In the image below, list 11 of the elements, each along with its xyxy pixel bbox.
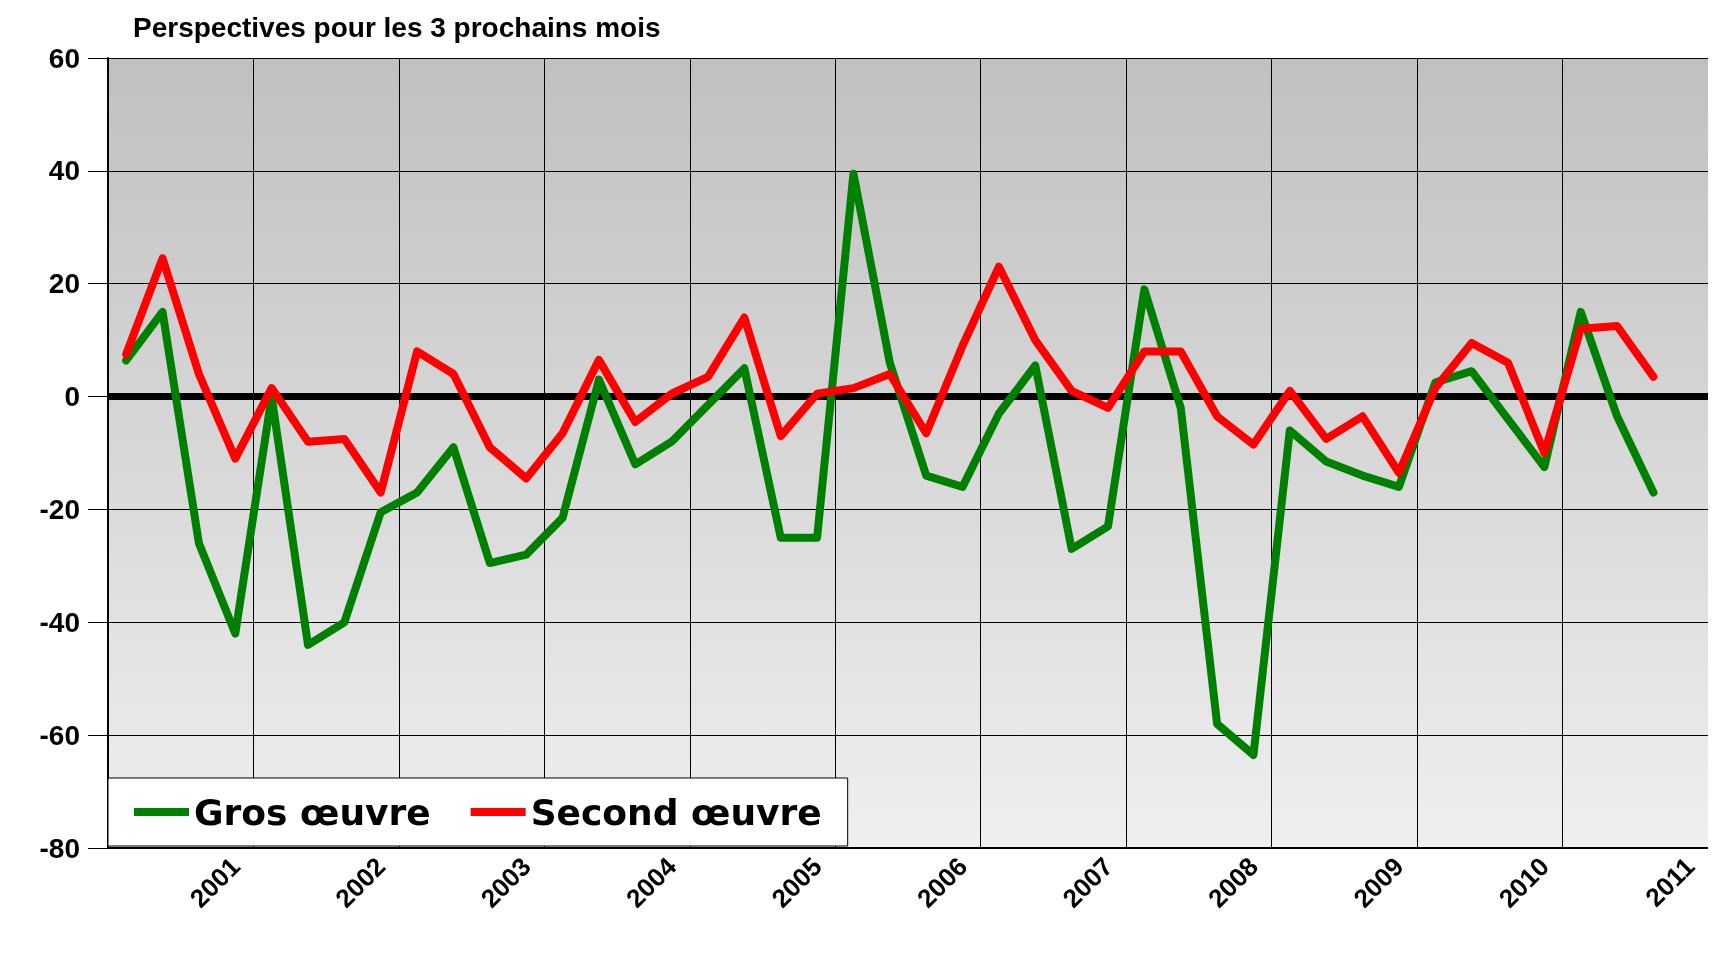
y-tick-label: 60 (48, 42, 80, 74)
y-tick-label: 20 (48, 268, 80, 300)
chart-title: Perspectives pour les 3 prochains mois (133, 11, 661, 43)
legend-label: Gros œuvre (194, 791, 431, 833)
y-tick-label: 40 (48, 155, 80, 187)
legend-label: Second œuvre (530, 791, 822, 833)
y-tick-label: -60 (39, 719, 80, 751)
y-tick-label: 0 (64, 381, 80, 413)
y-tick-label: -40 (39, 606, 80, 638)
y-tick-label: -20 (39, 493, 80, 525)
y-tick-label: -80 (39, 832, 80, 864)
